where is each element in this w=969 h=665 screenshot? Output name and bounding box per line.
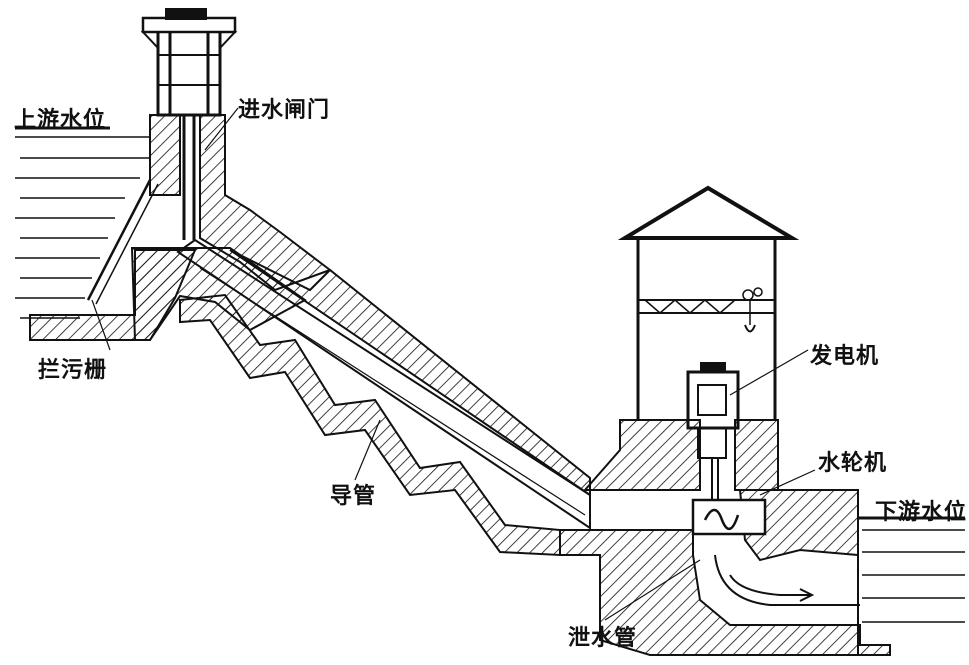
label-downstream-water-level: 下游水位	[875, 500, 968, 525]
label-upstream-water-level: 上游水位	[14, 108, 107, 133]
label-intake-gate: 进水闸门	[238, 98, 331, 123]
label-generator: 发电机	[810, 344, 880, 369]
upstream-reservoir	[15, 126, 150, 341]
label-draft-tube: 泄水管	[568, 626, 638, 651]
label-trash-rack: 拦污栅	[38, 358, 108, 383]
penstock-pipe	[176, 238, 591, 557]
label-turbine: 水轮机	[818, 451, 888, 476]
powerhouse-foundation	[582, 419, 859, 562]
turbine-unit	[691, 458, 767, 536]
gate-tower	[140, 8, 238, 240]
label-penstock: 导管	[330, 484, 377, 509]
draft-tube	[559, 529, 891, 656]
trash-rack	[86, 179, 159, 351]
leader-lines	[204, 107, 816, 621]
powerhouse	[617, 185, 800, 420]
downstream-water	[857, 495, 965, 655]
